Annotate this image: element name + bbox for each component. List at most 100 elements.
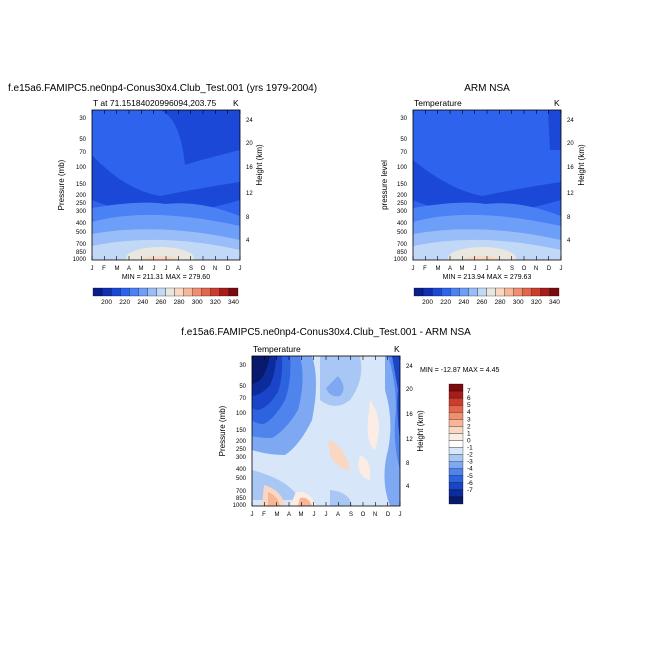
- colorbar-swatch: [486, 287, 496, 297]
- panel-model-subtitle: T at 71.15184020996094,203.75: [93, 98, 216, 108]
- x-tick: J: [325, 512, 328, 518]
- colorbar-swatch: [531, 287, 542, 297]
- panel-model-stats: MIN = 211.31 MAX = 279.60: [122, 274, 210, 281]
- colorbar-swatch: [413, 287, 424, 297]
- colorbar-swatch: [448, 390, 464, 399]
- x-tick: S: [189, 266, 193, 272]
- x-tick: O: [201, 266, 206, 272]
- x-tick: F: [102, 266, 106, 272]
- y-tick: 700: [236, 489, 247, 495]
- colorbar-label: 3: [467, 416, 471, 423]
- x-tick: D: [226, 266, 231, 272]
- x-tick: A: [176, 266, 180, 272]
- x-tick: N: [213, 266, 217, 272]
- x-tick: A: [336, 512, 340, 518]
- height-tick: 12: [246, 191, 253, 197]
- x-tick: J: [412, 266, 415, 272]
- colorbar-swatch: [165, 287, 175, 297]
- colorbar-swatch: [210, 287, 221, 297]
- colorbar-swatch: [448, 447, 464, 455]
- y-tick: 500: [397, 230, 408, 236]
- panel-diff-units: K: [394, 344, 400, 354]
- colorbar-swatch: [441, 287, 451, 297]
- panel-obs-title: ARM NSA: [464, 83, 510, 94]
- y-tick: 150: [236, 428, 247, 434]
- colorbar-label: -2: [467, 452, 473, 459]
- panel-diff-stats: MIN = -12.87 MAX = 4.45: [420, 367, 499, 374]
- colorbar-label: 0: [467, 437, 471, 444]
- colorbar-label: 6: [467, 395, 471, 402]
- x-tick: J: [474, 266, 477, 272]
- y-tick: 850: [236, 496, 247, 502]
- colorbar-swatch: [448, 412, 464, 420]
- panel-model-ylabel-right: Height (km): [255, 144, 264, 186]
- colorbar-label: -6: [467, 480, 473, 487]
- y-tick: 100: [397, 165, 408, 171]
- colorbar-label: 240: [137, 299, 148, 306]
- colorbar-label: 260: [156, 299, 167, 306]
- y-tick: 150: [76, 182, 87, 188]
- colorbar-label: 320: [210, 299, 221, 306]
- x-tick: J: [399, 512, 402, 518]
- colorbar-label: 5: [467, 402, 471, 409]
- colorbar-swatch: [448, 468, 464, 476]
- panel-diff-yticks: 30 50 70 100 150 200 250 300 400 500 700…: [233, 363, 247, 509]
- colorbar-obs: 200 220 240 260 280 300 320 340: [413, 287, 560, 306]
- panel-diff-subtitle: Temperature: [253, 344, 301, 354]
- x-tick: J: [486, 266, 489, 272]
- colorbar-label: -3: [467, 459, 473, 466]
- y-tick: 250: [76, 201, 87, 207]
- y-tick: 400: [397, 221, 408, 227]
- panel-model-ylabel: Pressure (mb): [57, 159, 66, 210]
- colorbar-swatch: [450, 287, 460, 297]
- x-tick: J: [153, 266, 156, 272]
- x-tick: J: [91, 266, 94, 272]
- x-tick: F: [423, 266, 427, 272]
- colorbar-label: 240: [458, 299, 469, 306]
- colorbar-label: 4: [467, 409, 471, 416]
- x-tick: S: [349, 512, 353, 518]
- panel-diff: f.e15a6.FAMIPC5.ne0np4-Conus30x4.Club_Te…: [181, 327, 499, 518]
- panel-diff-ylabel: Pressure (mb): [218, 405, 227, 456]
- panel-diff-contours: [252, 356, 400, 506]
- colorbar-swatch: [183, 287, 193, 297]
- colorbar-swatch: [448, 461, 464, 469]
- colorbar-swatch: [448, 475, 464, 483]
- colorbar-swatch: [495, 287, 505, 297]
- panel-obs-yticks-right: 24 20 16 12 8 4: [567, 118, 574, 244]
- colorbar-swatch: [129, 287, 139, 297]
- y-tick: 400: [236, 467, 247, 473]
- x-tick: D: [547, 266, 552, 272]
- colorbar-swatch: [147, 287, 157, 297]
- colorbar-label: -4: [467, 466, 473, 473]
- colorbar-swatch: [448, 426, 464, 434]
- height-tick: 16: [406, 412, 413, 418]
- colorbar-swatch: [156, 287, 166, 297]
- colorbar-swatch: [459, 287, 469, 297]
- y-tick: 300: [236, 455, 247, 461]
- height-tick: 20: [246, 141, 253, 147]
- colorbar-swatch: [422, 287, 433, 297]
- height-tick: 8: [406, 461, 410, 467]
- colorbar-label: -1: [467, 445, 473, 452]
- x-tick: D: [386, 512, 391, 518]
- x-tick: O: [361, 512, 366, 518]
- panel-model: f.e15a6.FAMIPC5.ne0np4-Conus30x4.Club_Te…: [8, 83, 317, 306]
- colorbar-swatch: [448, 496, 464, 505]
- y-tick: 150: [397, 182, 408, 188]
- x-tick: M: [436, 266, 441, 272]
- y-tick: 700: [76, 242, 87, 248]
- colorbar-label: 280: [495, 299, 506, 306]
- panel-obs-subtitle: Temperature: [414, 98, 462, 108]
- height-tick: 4: [246, 238, 250, 244]
- x-tick: A: [448, 266, 452, 272]
- x-tick: O: [522, 266, 527, 272]
- colorbar-swatch: [549, 287, 560, 297]
- colorbar-label: 200: [422, 299, 433, 306]
- colorbar-swatch: [468, 287, 478, 297]
- y-tick: 300: [76, 209, 87, 215]
- colorbar-swatch: [540, 287, 551, 297]
- colorbar-label: 1: [467, 430, 471, 437]
- height-tick: 8: [246, 215, 250, 221]
- y-tick: 30: [239, 363, 246, 369]
